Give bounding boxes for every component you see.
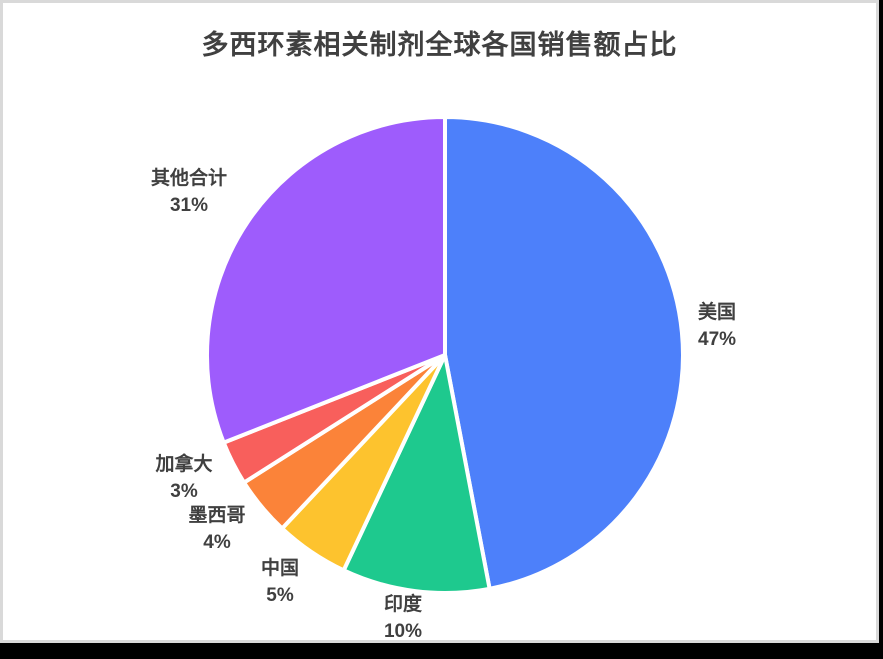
- pie-label-percent: 5%: [266, 585, 294, 606]
- pie-slice-india: [341, 353, 492, 595]
- pie-label-usa: 美国 47%: [698, 299, 736, 353]
- pie-label-name: 印度: [383, 594, 422, 615]
- pie-label-name: 美国: [698, 302, 737, 323]
- pie-label-canada: 加拿大 3%: [155, 451, 212, 505]
- chart-title: 多西环素相关制剂全球各国销售额占比: [201, 30, 678, 60]
- pie-label-percent: 10%: [383, 621, 423, 642]
- pie-label-name: 加拿大: [155, 454, 213, 475]
- pie-slice-others: [205, 115, 447, 445]
- pie-chart: [205, 115, 685, 595]
- pie-label-china: 中国 5%: [261, 555, 299, 609]
- pie-label-name: 中国: [260, 558, 300, 579]
- chart-canvas: 多西环素相关制剂全球各国销售额占比 美国 47% 印度 10% 中国 5% 墨西哥 4% 加拿大…: [0, 0, 879, 643]
- pie-label-percent: 31%: [169, 195, 209, 216]
- pie-slice-usa: [443, 115, 685, 591]
- pie-label-mexico: 墨西哥 4%: [188, 502, 245, 556]
- pie-label-percent: 4%: [203, 532, 231, 553]
- pie-label-name: 其他合计: [150, 168, 228, 189]
- pie-label-percent: 47%: [698, 329, 737, 350]
- pie-label-others: 其他合计 31%: [151, 165, 227, 219]
- pie-label-name: 墨西哥: [188, 505, 246, 526]
- pie-label-india: 印度 10%: [384, 591, 422, 645]
- pie-label-percent: 3%: [170, 481, 198, 502]
